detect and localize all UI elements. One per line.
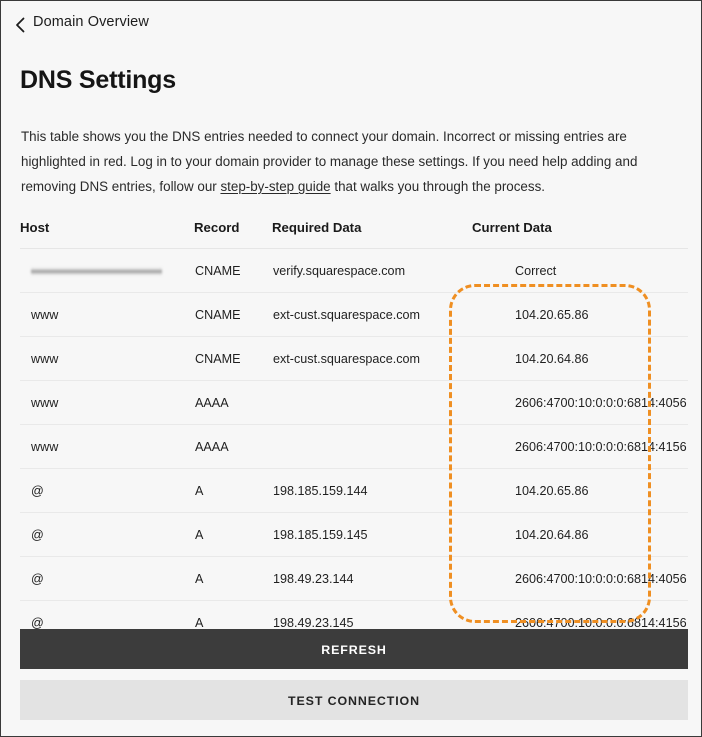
cell-record-type: A	[194, 556, 272, 601]
redacted-host-value	[31, 266, 162, 276]
cell-required-data: 198.185.159.144	[272, 468, 472, 513]
table-row: CNAME verify.squarespace.com Correct	[20, 248, 688, 293]
table-row: www AAAA 2606:4700:10:0:0:0:6814:4156	[20, 424, 688, 469]
cell-host: @	[20, 556, 194, 601]
back-nav-label: Domain Overview	[33, 14, 149, 30]
cell-record-type: CNAME	[194, 336, 272, 381]
cell-host: www	[20, 380, 194, 425]
cell-host: www	[20, 292, 194, 337]
cell-required-data: ext-cust.squarespace.com	[272, 336, 472, 381]
cell-record-type: AAAA	[194, 380, 272, 425]
column-header-current-data: Current Data	[472, 206, 688, 249]
cell-host	[20, 248, 194, 293]
page-title: DNS Settings	[20, 66, 176, 94]
cell-current-data: 2606:4700:10:0:0:0:6814:4056	[472, 556, 688, 601]
description-text-before-link: This table shows you the DNS entries nee…	[21, 129, 638, 194]
cell-record-type: CNAME	[194, 248, 272, 293]
table-row: @ A 198.49.23.144 2606:4700:10:0:0:0:6814:4…	[20, 556, 688, 601]
description-text-after-link: that walks you through the process.	[330, 179, 545, 194]
cell-host: @	[20, 468, 194, 513]
cell-required-data: verify.squarespace.com	[272, 248, 472, 293]
cell-current-data: 2606:4700:10:0:0:0:6814:4156	[472, 424, 688, 469]
table-row: @ A 198.185.159.144 104.20.65.86	[20, 468, 688, 513]
cell-current-data: Correct	[472, 248, 688, 293]
cell-current-data: 104.20.64.86	[472, 512, 688, 557]
table-header-row: Host Record Required Data Current Data	[20, 206, 688, 249]
cell-current-data: 104.20.65.86	[472, 292, 688, 337]
cell-required-data: ext-cust.squarespace.com	[272, 292, 472, 337]
description-paragraph: This table shows you the DNS entries nee…	[21, 124, 683, 199]
dns-records-table: Host Record Required Data Current Data C…	[20, 206, 688, 645]
cell-required-data	[272, 380, 472, 425]
cell-required-data	[272, 424, 472, 469]
chevron-left-icon	[15, 17, 26, 32]
cell-host: @	[20, 512, 194, 557]
cell-host: www	[20, 424, 194, 469]
column-header-record: Record	[194, 206, 272, 249]
cell-current-data: 2606:4700:10:0:0:0:6814:4056	[472, 380, 688, 425]
column-header-host: Host	[20, 206, 194, 249]
cell-current-data: 104.20.64.86	[472, 336, 688, 381]
table-row: @ A 198.185.159.145 104.20.64.86	[20, 512, 688, 557]
table-row: www CNAME ext-cust.squarespace.com 104.20.6…	[20, 336, 688, 381]
column-header-required-data: Required Data	[272, 206, 472, 249]
cell-record-type: A	[194, 468, 272, 513]
back-to-domain-overview[interactable]: Domain Overview	[15, 14, 149, 32]
test-connection-button[interactable]: TEST CONNECTION	[20, 680, 688, 720]
cell-required-data: 198.185.159.145	[272, 512, 472, 557]
step-by-step-guide-link[interactable]: step-by-step guide	[220, 179, 331, 194]
cell-required-data: 198.49.23.144	[272, 556, 472, 601]
table-row: www CNAME ext-cust.squarespace.com 104.20.6…	[20, 292, 688, 337]
cell-record-type: A	[194, 512, 272, 557]
cell-record-type: CNAME	[194, 292, 272, 337]
cell-current-data: 104.20.65.86	[472, 468, 688, 513]
cell-record-type: AAAA	[194, 424, 272, 469]
refresh-button[interactable]: REFRESH	[20, 629, 688, 669]
cell-host: www	[20, 336, 194, 381]
table-row: www AAAA 2606:4700:10:0:0:0:6814:4056	[20, 380, 688, 425]
